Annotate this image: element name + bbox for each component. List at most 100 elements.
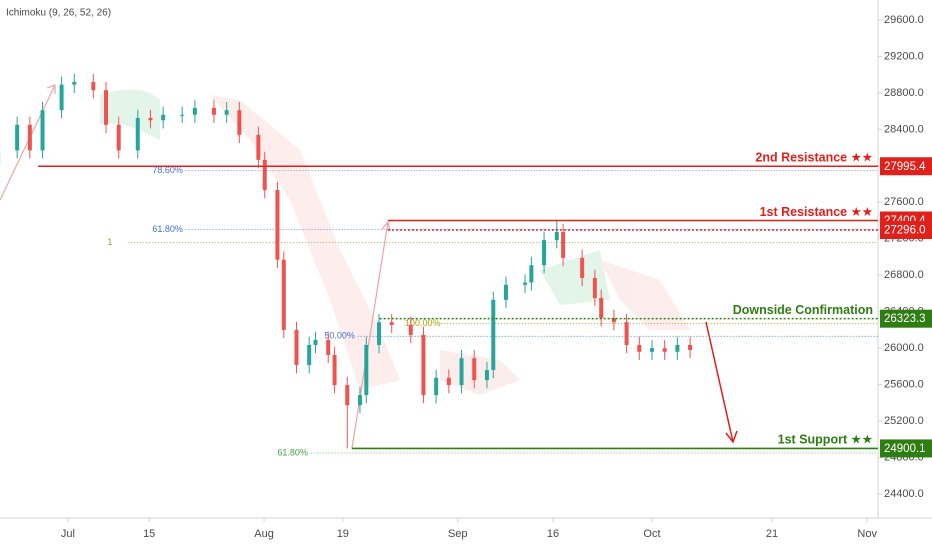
candle-body xyxy=(275,189,280,260)
candle-body xyxy=(446,377,451,386)
candle-body xyxy=(561,231,566,258)
x-tick-label: 16 xyxy=(547,528,559,540)
candle-body xyxy=(491,299,496,371)
candle-body xyxy=(459,358,464,386)
candle-body xyxy=(421,334,426,396)
candle-body xyxy=(180,114,185,116)
candle-body xyxy=(27,124,32,151)
candle-body xyxy=(262,159,267,190)
candle-body xyxy=(624,322,629,345)
x-tick-label: Oct xyxy=(643,528,660,540)
candle-body xyxy=(72,81,77,85)
price-label: 27296.0 xyxy=(884,225,926,237)
cloud xyxy=(600,260,690,330)
x-tick-label: Jul xyxy=(61,528,75,540)
candle-body xyxy=(59,84,64,111)
price-box xyxy=(880,221,932,240)
cloud xyxy=(210,95,400,390)
arrow-head xyxy=(46,84,56,94)
candle-body xyxy=(434,377,439,396)
fib-label: 100.00% xyxy=(405,318,441,328)
candle-body xyxy=(389,322,394,325)
y-tick-label: 28400.0 xyxy=(884,123,924,135)
x-tick-label: 19 xyxy=(337,528,349,540)
candle-body xyxy=(116,124,121,151)
candle-body xyxy=(192,107,197,115)
indicator-label: Ichimoku (9, 26, 52, 26) xyxy=(6,8,111,19)
candle-body xyxy=(675,344,680,352)
candle-body xyxy=(377,322,382,345)
candle-body xyxy=(148,117,153,121)
plot: 78.60% 61.80% 1 50.00% 100.00% 61.80% xyxy=(0,73,878,457)
x-tick-label: Aug xyxy=(254,528,274,540)
arrow-head xyxy=(725,430,738,444)
projection-arrow xyxy=(0,84,56,201)
y-tick-label: 24400.0 xyxy=(884,488,924,500)
price-box xyxy=(880,439,932,458)
forecast-arrow xyxy=(705,321,734,443)
price-label: 26323.3 xyxy=(884,313,926,325)
candle-body xyxy=(688,344,693,350)
fib-label: 1 xyxy=(107,237,112,247)
y-tick-label: 29200.0 xyxy=(884,50,924,62)
price-box xyxy=(880,309,932,328)
candle-body xyxy=(408,324,413,335)
candle-body xyxy=(472,358,477,381)
x-tick-label: Sep xyxy=(448,528,468,540)
candle-body xyxy=(592,277,597,299)
y-tick-label: 26800.0 xyxy=(884,269,924,281)
candle-body xyxy=(326,339,331,355)
candle-body xyxy=(529,265,534,283)
y-tick-label: 26000.0 xyxy=(884,342,924,354)
y-tick-label: 25600.0 xyxy=(884,379,924,391)
x-tick-label: 21 xyxy=(766,528,778,540)
level-name: 2nd Resistance ★★ xyxy=(755,151,873,165)
candle-body xyxy=(503,284,508,300)
price-box xyxy=(880,157,932,176)
candle-body xyxy=(580,257,585,278)
fib-label: 78.60% xyxy=(152,165,183,175)
candle-body xyxy=(611,318,616,323)
level-name: 1st Support ★★ xyxy=(778,433,873,447)
candle-body xyxy=(256,134,261,160)
y-tick-label: 25200.0 xyxy=(884,415,924,427)
x-tick-label: Nov xyxy=(857,528,877,540)
candle-body xyxy=(599,298,604,319)
candle-body xyxy=(554,231,559,241)
fib-label: 61.80% xyxy=(277,447,308,457)
level-name: 1st Resistance ★★ xyxy=(760,205,873,219)
candle-body xyxy=(294,329,299,366)
candle-body xyxy=(104,90,109,125)
cloud xyxy=(100,89,160,140)
candle-body xyxy=(15,124,20,151)
y-tick-label: 28800.0 xyxy=(884,87,924,99)
candle-body xyxy=(307,344,312,366)
candle-body xyxy=(357,395,362,406)
candle-body xyxy=(345,385,350,406)
y-tick-label: 27600.0 xyxy=(884,196,924,208)
price-label: 27995.4 xyxy=(884,161,926,173)
cloud xyxy=(540,250,610,305)
candle-body xyxy=(281,259,286,330)
candle-body xyxy=(161,114,166,121)
candle-body xyxy=(40,110,45,151)
candle-body xyxy=(91,81,96,91)
candle-body xyxy=(542,240,547,266)
candle-body xyxy=(313,339,318,345)
price-label: 24900.1 xyxy=(884,443,926,455)
arrow-head xyxy=(381,220,391,232)
candle-body xyxy=(224,110,229,115)
candle-body xyxy=(649,348,654,352)
fib-label: 61.80% xyxy=(152,224,183,234)
candle-body xyxy=(662,348,667,352)
candle-body xyxy=(237,110,242,135)
candle-body xyxy=(364,344,369,396)
x-tick-label: 15 xyxy=(143,528,155,540)
fib-label: 50.00% xyxy=(324,331,355,341)
y-tick-label: 29600.0 xyxy=(884,14,924,26)
candle-body xyxy=(332,354,337,386)
candle-body xyxy=(484,370,489,381)
level-name: Downside Confirmation xyxy=(733,303,873,317)
